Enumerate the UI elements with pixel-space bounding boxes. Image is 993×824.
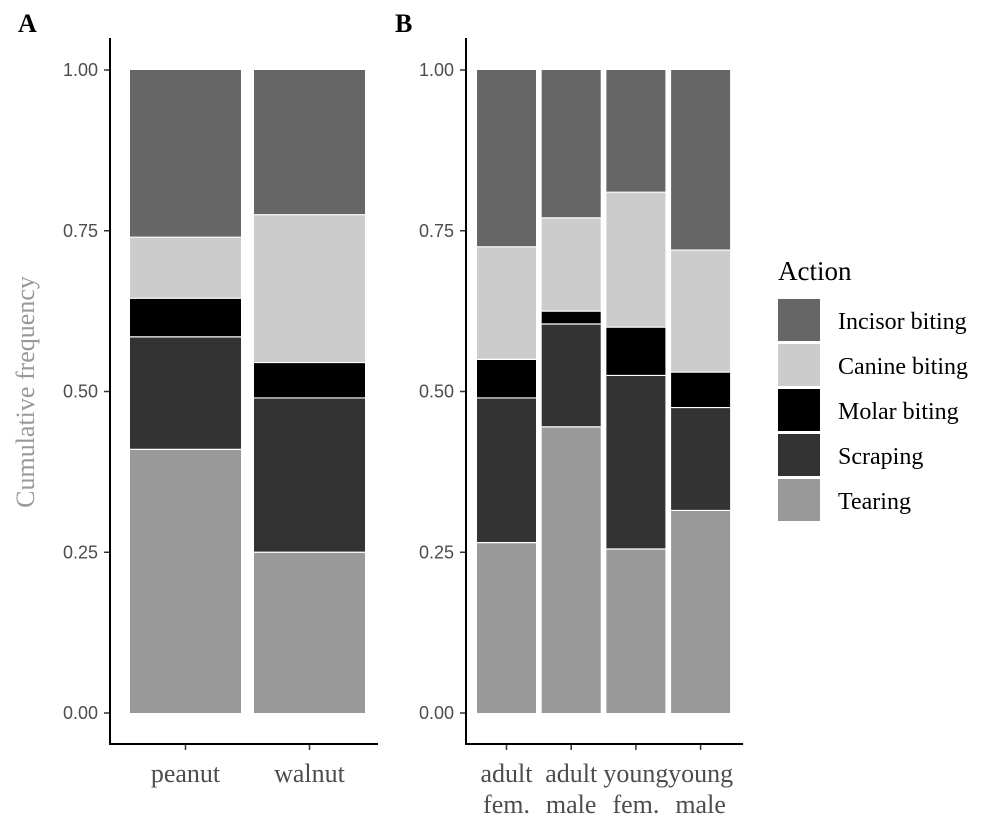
x-tick-label: fem.: [483, 790, 530, 819]
bar-segment-molar-biting-peanut: [130, 298, 241, 337]
legend-label-scraping: Scraping: [838, 444, 923, 470]
bar-segment-molar-biting-adult-fem: [477, 359, 536, 398]
bar-segment-incisor-biting-peanut: [130, 70, 241, 238]
bar-segment-scraping-peanut: [130, 336, 241, 450]
y-tick-label: 0.25: [63, 542, 98, 562]
panel-a: 0.00 0.25 0.50 0.75 1.00 peanut walnut: [63, 38, 378, 788]
legend-label-canine-biting: Canine biting: [838, 354, 968, 380]
legend-swatch-tearing: [778, 479, 820, 521]
bar-segment-tearing-peanut: [130, 449, 241, 713]
bar-segment-scraping-adult-male: [541, 323, 601, 427]
bar-segment-incisor-biting-adult-male: [541, 70, 601, 218]
bar-segment-scraping-young-fem: [606, 375, 666, 550]
y-axis-label: Cumulative frequency: [11, 276, 40, 508]
y-tick-label: 1.00: [63, 60, 98, 80]
y-tick-label: 0.75: [419, 221, 454, 241]
bar-segment-molar-biting-young-male: [671, 372, 731, 408]
bar-segment-molar-biting-adult-male: [541, 311, 601, 324]
bar-segment-scraping-young-male: [671, 407, 731, 511]
bar-segment-canine-biting-young-fem: [606, 192, 666, 328]
bar-segment-canine-biting-peanut: [130, 237, 241, 299]
bar-segment-incisor-biting-adult-fem: [477, 70, 536, 247]
y-tick-label: 0.00: [63, 703, 98, 723]
x-tick-label: young: [603, 759, 668, 788]
y-tick-label: 0.50: [419, 382, 454, 402]
x-tick-label: adult: [481, 759, 534, 788]
legend-swatch-molar-biting: [778, 389, 820, 431]
bar-segment-incisor-biting-young-male: [671, 70, 731, 251]
bar-segment-tearing-adult-fem: [477, 542, 536, 713]
x-tick-label: adult: [545, 759, 598, 788]
panel-label-a: A: [18, 9, 37, 38]
bar-segment-canine-biting-walnut: [254, 214, 365, 363]
bar-segment-molar-biting-young-fem: [606, 327, 666, 376]
legend-title: Action: [778, 256, 852, 286]
legend-swatch-incisor-biting: [778, 299, 820, 341]
x-tick-label: walnut: [274, 759, 346, 788]
y-tick-label: 0.25: [419, 542, 454, 562]
panel-b: 0.000.250.500.751.00adultfem.adultmaleyo…: [419, 38, 744, 819]
bar-segment-molar-biting-walnut: [254, 362, 365, 398]
bar-segment-incisor-biting-walnut: [254, 70, 365, 215]
bar-segment-tearing-walnut: [254, 552, 365, 713]
y-tick-label: 0.50: [63, 382, 98, 402]
bar-segment-canine-biting-adult-male: [541, 217, 601, 312]
legend-swatch-canine-biting: [778, 344, 820, 386]
x-tick-label: male: [546, 790, 597, 819]
legend-swatch-scraping: [778, 434, 820, 476]
bar-segment-incisor-biting-young-fem: [606, 70, 666, 193]
bar-segment-tearing-young-fem: [606, 549, 666, 713]
bar-segment-canine-biting-young-male: [671, 250, 731, 373]
x-tick-label: young: [668, 759, 733, 788]
legend-label-molar-biting: Molar biting: [838, 399, 959, 425]
x-tick-label: male: [675, 790, 726, 819]
x-tick-label: peanut: [151, 759, 221, 788]
legend-label-tearing: Tearing: [838, 489, 911, 515]
y-tick-label: 1.00: [419, 60, 454, 80]
bar-segment-scraping-walnut: [254, 397, 365, 553]
y-tick-label: 0.75: [63, 221, 98, 241]
x-tick-label: fem.: [612, 790, 659, 819]
bar-segment-canine-biting-adult-fem: [477, 246, 536, 360]
bar-segment-tearing-adult-male: [541, 426, 601, 713]
y-tick-label: 0.00: [419, 703, 454, 723]
bar-segment-scraping-adult-fem: [477, 397, 536, 543]
panel-label-b: B: [395, 9, 412, 38]
legend-label-incisor-biting: Incisor biting: [838, 309, 967, 335]
bar-segment-tearing-young-male: [671, 510, 731, 713]
legend: Action Incisor biting Canine biting Molar …: [778, 256, 968, 521]
